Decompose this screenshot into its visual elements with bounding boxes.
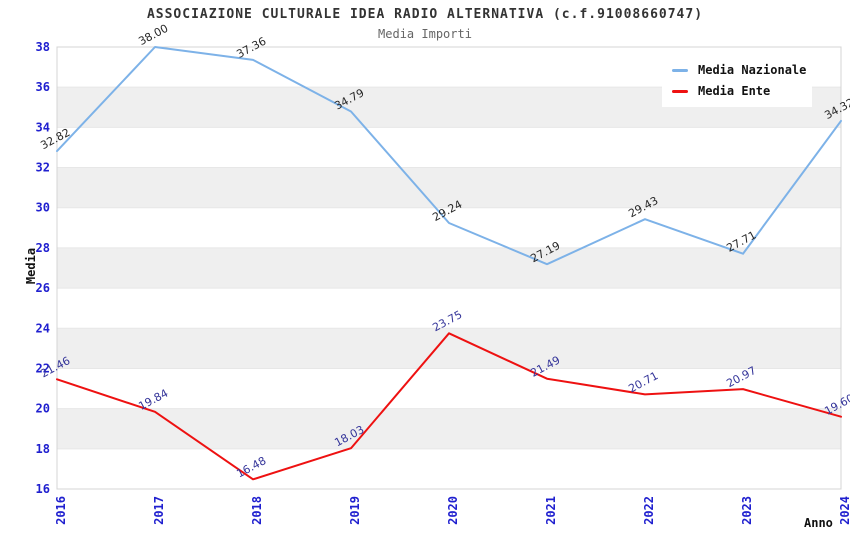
series-line-media-ente[interactable]: [56, 332, 842, 481]
x-axis-title: Anno: [804, 516, 833, 530]
chart-subtitle: Media Importi: [378, 27, 472, 41]
data-label: 21.46: [38, 354, 72, 380]
x-tick-label: 2023: [740, 496, 754, 525]
x-tick-label: 2021: [544, 496, 558, 525]
y-tick-label: 28: [36, 241, 50, 255]
y-tick-label: 38: [36, 40, 50, 54]
x-tick-label: 2016: [54, 496, 68, 525]
plot-band: [57, 247, 841, 289]
y-tick-label: 16: [36, 482, 50, 496]
y-tick-label: 18: [36, 442, 50, 456]
legend-swatch-media-ente: [672, 89, 688, 93]
plot-border: [56, 46, 842, 490]
legend-item-media-ente[interactable]: Media Ente: [672, 84, 804, 98]
x-tick-label: 2017: [152, 496, 166, 525]
x-tick-label: 2020: [446, 496, 460, 525]
y-tick-label: 24: [36, 321, 50, 335]
x-tick-label: 2018: [250, 496, 264, 525]
y-tick-label: 26: [36, 281, 50, 295]
y-tick-label: 36: [36, 80, 50, 94]
x-tick-label: 2019: [348, 496, 362, 525]
legend-label-media-nazionale: Media Nazionale: [698, 63, 807, 77]
plot-band: [57, 328, 841, 369]
legend-label-media-ente: Media Ente: [698, 84, 771, 98]
y-tick-label: 34: [36, 120, 50, 134]
y-tick-label: 30: [36, 201, 50, 215]
legend-swatch-media-nazionale: [672, 68, 688, 72]
y-tick-label: 22: [36, 361, 50, 375]
series-line-media-nazionale[interactable]: [56, 46, 842, 266]
legend-item-media-nazionale[interactable]: Media Nazionale: [672, 63, 807, 77]
data-label: 20.71: [626, 369, 660, 395]
legend: Media Nazionale Media Ente: [662, 56, 812, 107]
y-tick-label: 32: [36, 161, 50, 175]
chart-title: ASSOCIAZIONE CULTURALE IDEA RADIO ALTERN…: [146, 7, 704, 22]
y-tick-label: 20: [36, 402, 50, 416]
x-tick-label: 2024: [838, 496, 850, 525]
x-tick-label: 2022: [642, 496, 656, 525]
plot-band: [57, 167, 841, 208]
plot-band: [57, 408, 841, 449]
y-axis-title: Media: [24, 247, 38, 285]
